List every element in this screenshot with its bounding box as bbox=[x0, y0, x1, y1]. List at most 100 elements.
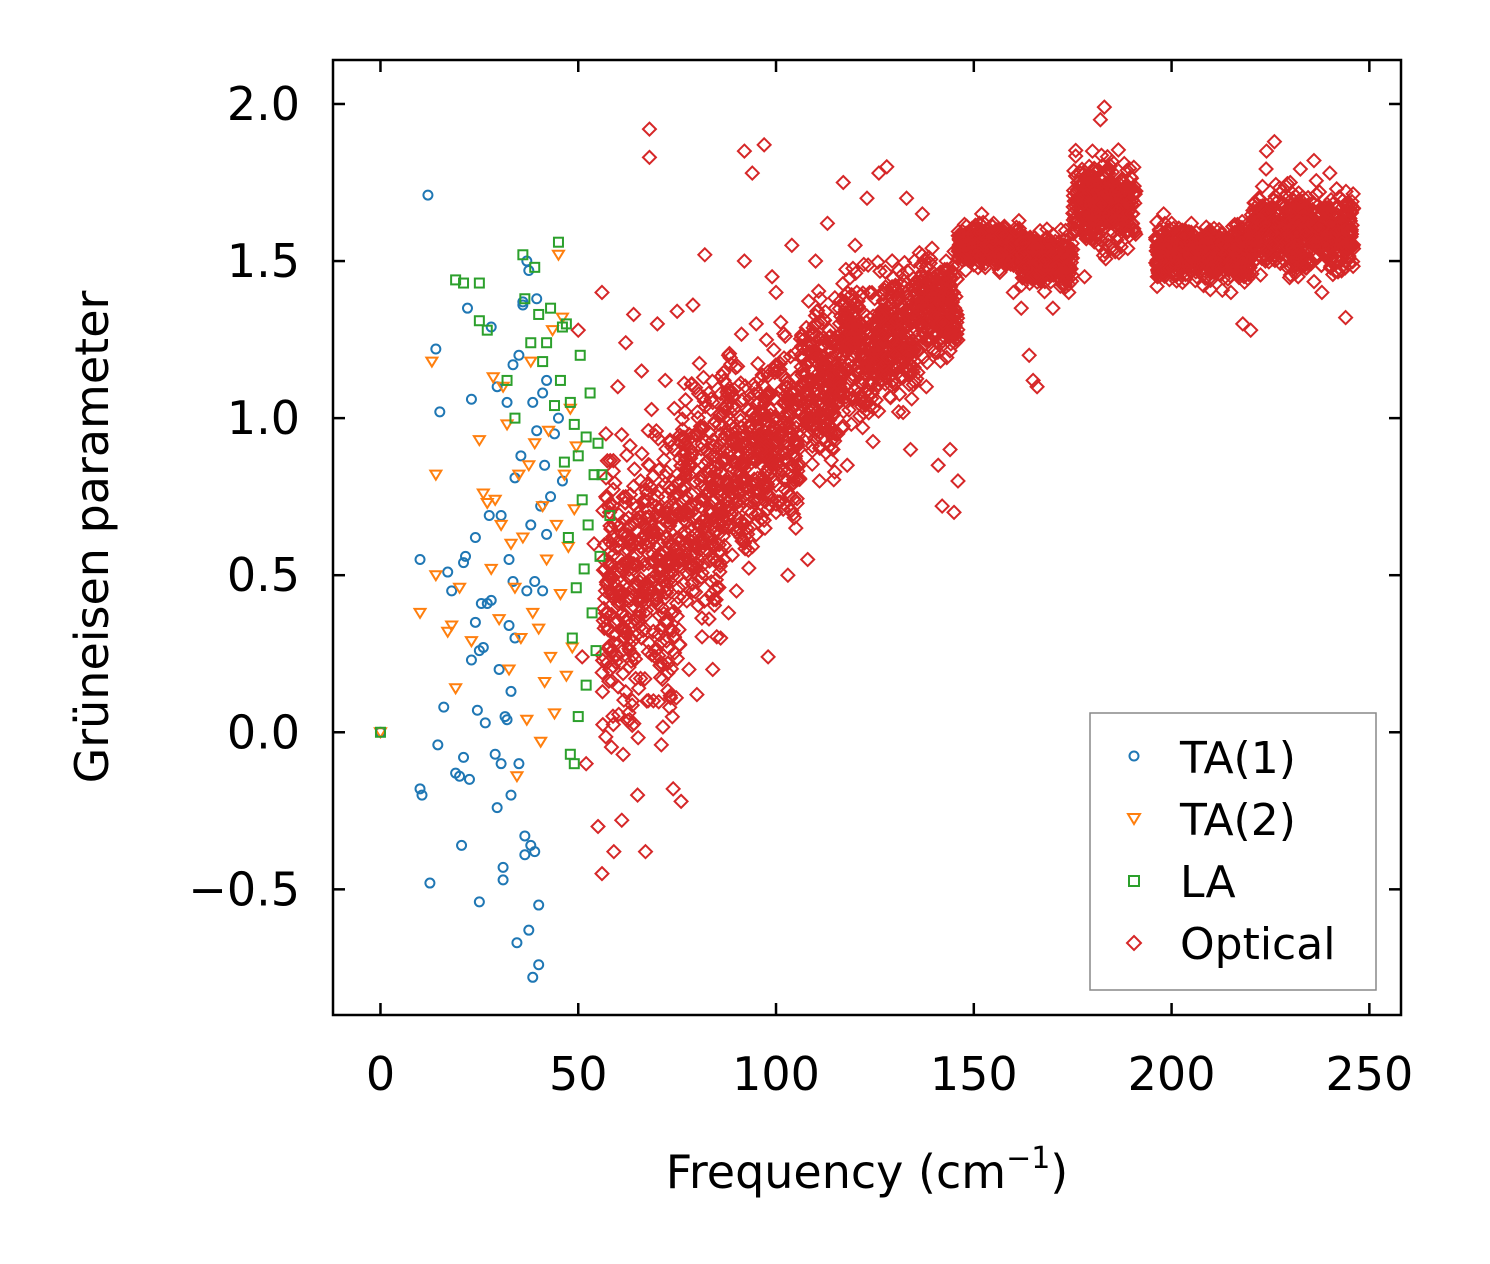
optical-density-point bbox=[691, 534, 708, 551]
la-point bbox=[533, 308, 545, 320]
optical-density-point bbox=[715, 364, 732, 381]
optical-point bbox=[1282, 174, 1299, 191]
optical-density-point bbox=[846, 357, 863, 373]
optical-density-point bbox=[1311, 207, 1328, 224]
optical-density-point bbox=[857, 367, 874, 384]
optical-density-point bbox=[1344, 253, 1361, 270]
optical-density-point bbox=[836, 296, 853, 312]
ta1-point bbox=[525, 519, 537, 531]
optical-density-point bbox=[740, 402, 757, 419]
optical-point bbox=[637, 843, 654, 860]
optical-density-point bbox=[889, 290, 906, 307]
optical-density-point bbox=[610, 678, 627, 695]
la-point bbox=[509, 412, 521, 424]
ta1-point bbox=[517, 299, 529, 311]
optical-density-point bbox=[872, 263, 888, 280]
la-point bbox=[529, 261, 541, 273]
optical-density-point bbox=[732, 375, 749, 391]
optical-density-point bbox=[701, 611, 717, 627]
optical-density-point bbox=[658, 577, 675, 594]
optical-density-point bbox=[846, 304, 863, 320]
optical-density-point bbox=[1343, 204, 1360, 221]
optical-density-point bbox=[898, 284, 914, 301]
optical-density-point bbox=[832, 384, 849, 401]
optical-point bbox=[1203, 268, 1220, 285]
la-point bbox=[560, 318, 572, 330]
optical-density-point bbox=[702, 446, 718, 463]
optical-density-point bbox=[652, 634, 669, 651]
ta1-point bbox=[497, 874, 509, 886]
ta1-point bbox=[432, 739, 444, 751]
optical-density-point bbox=[1067, 168, 1084, 184]
ta2-point bbox=[511, 469, 527, 482]
optical-density-point bbox=[668, 689, 685, 706]
ta2-point bbox=[568, 441, 584, 454]
optical-density-point bbox=[792, 330, 809, 347]
optical-point bbox=[811, 473, 828, 489]
optical-density-point bbox=[780, 415, 796, 432]
optical-density-point bbox=[891, 386, 908, 403]
optical-point bbox=[787, 520, 804, 536]
optical-density-point bbox=[815, 330, 832, 346]
optical-point bbox=[1274, 221, 1291, 238]
legend-marker-optical bbox=[1125, 934, 1143, 952]
optical-density-point bbox=[715, 451, 732, 467]
optical-density-point bbox=[1287, 211, 1304, 228]
optical-density-point bbox=[630, 680, 647, 697]
la-point bbox=[592, 437, 604, 449]
optical-point bbox=[704, 661, 721, 678]
ta1-point bbox=[503, 619, 515, 631]
optical-density-point bbox=[662, 515, 678, 532]
la-point bbox=[564, 748, 576, 760]
optical-density-point bbox=[1066, 221, 1083, 238]
ta2-point bbox=[559, 670, 574, 683]
optical-density-point bbox=[1307, 247, 1324, 264]
ta1-point bbox=[539, 459, 551, 471]
optical-point bbox=[1116, 174, 1133, 191]
optical-density-point bbox=[901, 328, 918, 345]
optical-density-point bbox=[674, 421, 691, 438]
optical-density-point bbox=[756, 512, 773, 529]
optical-density-point bbox=[757, 520, 773, 537]
optical-density-point bbox=[1306, 273, 1322, 290]
optical-density-point bbox=[716, 372, 732, 389]
optical-density-point bbox=[1082, 213, 1099, 230]
la-point bbox=[576, 494, 588, 506]
optical-density-point bbox=[625, 647, 642, 663]
optical-density-point bbox=[705, 437, 721, 454]
optical-density-point bbox=[1292, 161, 1309, 177]
optical-density-point bbox=[942, 342, 958, 359]
optical-point bbox=[1037, 253, 1053, 269]
optical-density-point bbox=[594, 664, 611, 681]
ta2-point bbox=[479, 497, 495, 510]
optical-density-point bbox=[617, 543, 634, 560]
legend-label-ta1: TA(1) bbox=[1179, 733, 1296, 784]
optical-density-point bbox=[1237, 266, 1254, 283]
optical-density-point bbox=[695, 369, 712, 386]
optical-density-point bbox=[892, 294, 909, 311]
la-point bbox=[564, 396, 576, 408]
optical-density-point bbox=[644, 525, 661, 542]
optical-density-point bbox=[732, 438, 748, 454]
optical-density-point bbox=[645, 522, 661, 538]
optical-density-point bbox=[1057, 264, 1074, 281]
optical-density-point bbox=[1148, 231, 1164, 248]
optical-density-point bbox=[620, 527, 637, 543]
ta1-point bbox=[533, 899, 545, 911]
optical-point bbox=[760, 648, 777, 665]
optical-point bbox=[823, 425, 840, 442]
optical-density-point bbox=[716, 500, 733, 517]
optical-density-point bbox=[727, 457, 744, 473]
optical-density-point bbox=[765, 418, 782, 435]
optical-density-point bbox=[1324, 254, 1341, 271]
optical-density-point bbox=[817, 355, 834, 372]
optical-density-point bbox=[1234, 255, 1251, 272]
ta1-point bbox=[422, 189, 434, 201]
optical-density-point bbox=[694, 628, 710, 645]
optical-density-point bbox=[636, 670, 653, 687]
ta2-point bbox=[563, 403, 578, 416]
optical-density-point bbox=[860, 404, 877, 421]
optical-density-point bbox=[835, 403, 852, 420]
optical-point bbox=[625, 306, 642, 323]
optical-point bbox=[688, 425, 705, 442]
